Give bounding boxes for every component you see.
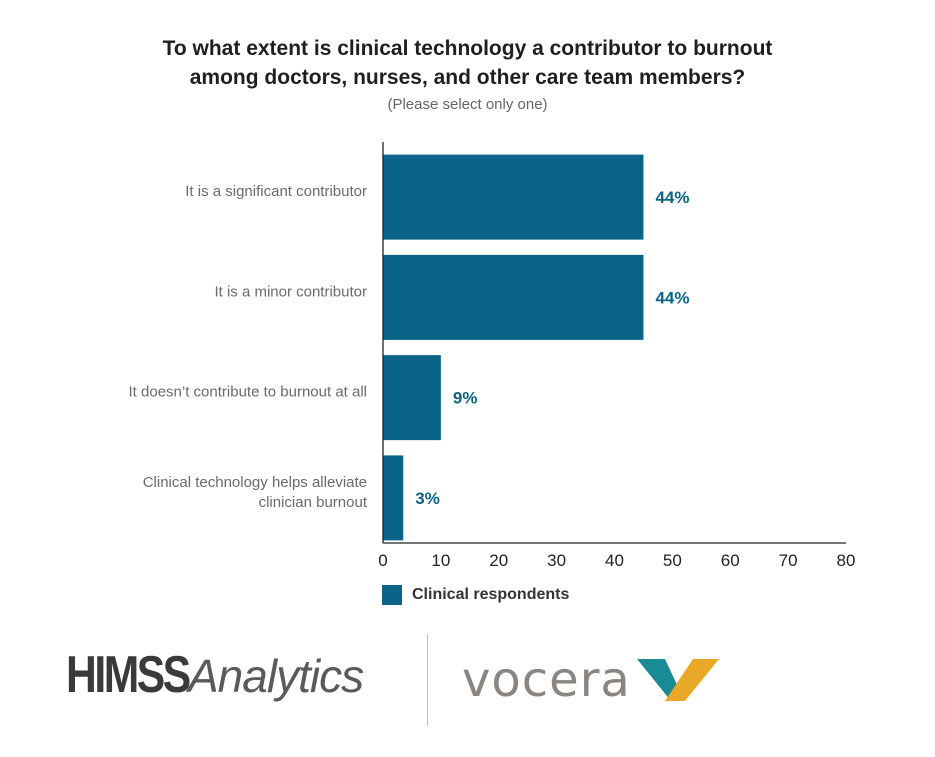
bar-data-label: 44% [655,188,689,207]
bar-data-label: 44% [655,288,689,307]
x-tick-label: 20 [489,551,508,570]
himss-analytics-logo: HIMSS Analytics [66,640,364,710]
x-tick-label: 30 [547,551,566,570]
bar-data-label: 9% [453,389,478,408]
x-tick-label: 60 [721,551,740,570]
x-tick-label: 50 [663,551,682,570]
bar [383,355,441,441]
category-label: clinician burnout [259,494,368,511]
vocera-logo: vocera [462,650,721,710]
x-tick-label: 40 [605,551,624,570]
vocera-logo-text: vocera [462,652,631,708]
category-label: It is a significant contributor [185,183,367,200]
category-label: It doesn’t contribute to burnout at all [129,384,367,401]
bar-data-label: 3% [415,489,440,508]
chart-subtitle: (Please select only one) [387,96,548,113]
x-tick-label: 10 [431,551,450,570]
chart-legend: Clinical respondents [382,585,569,605]
legend-swatch [382,585,402,605]
logo-divider [427,634,428,726]
x-tick-label: 70 [779,551,798,570]
bar-chart: 44% It is a significant contributor 44% It … [129,142,856,570]
bar [383,154,644,240]
category-label: Clinical technology helps alleviate [143,474,367,491]
x-tick-label: 0 [378,551,387,570]
chart-title-line-2: among doctors, nurses, and other care te… [189,66,746,89]
category-label: It is a minor contributor [214,283,367,300]
bar [383,254,644,340]
legend-label: Clinical respondents [412,586,570,603]
himss-logo-analytics: Analytics [188,650,364,702]
chart-title-line-1: To what extent is clinical technology a … [162,37,773,60]
x-tick-label: 80 [837,551,856,570]
vocera-v-icon [636,659,719,701]
himss-logo-bold: HIMSS [66,646,191,704]
bar [383,455,404,541]
chart-title: To what extent is clinical technology a … [0,34,935,92]
